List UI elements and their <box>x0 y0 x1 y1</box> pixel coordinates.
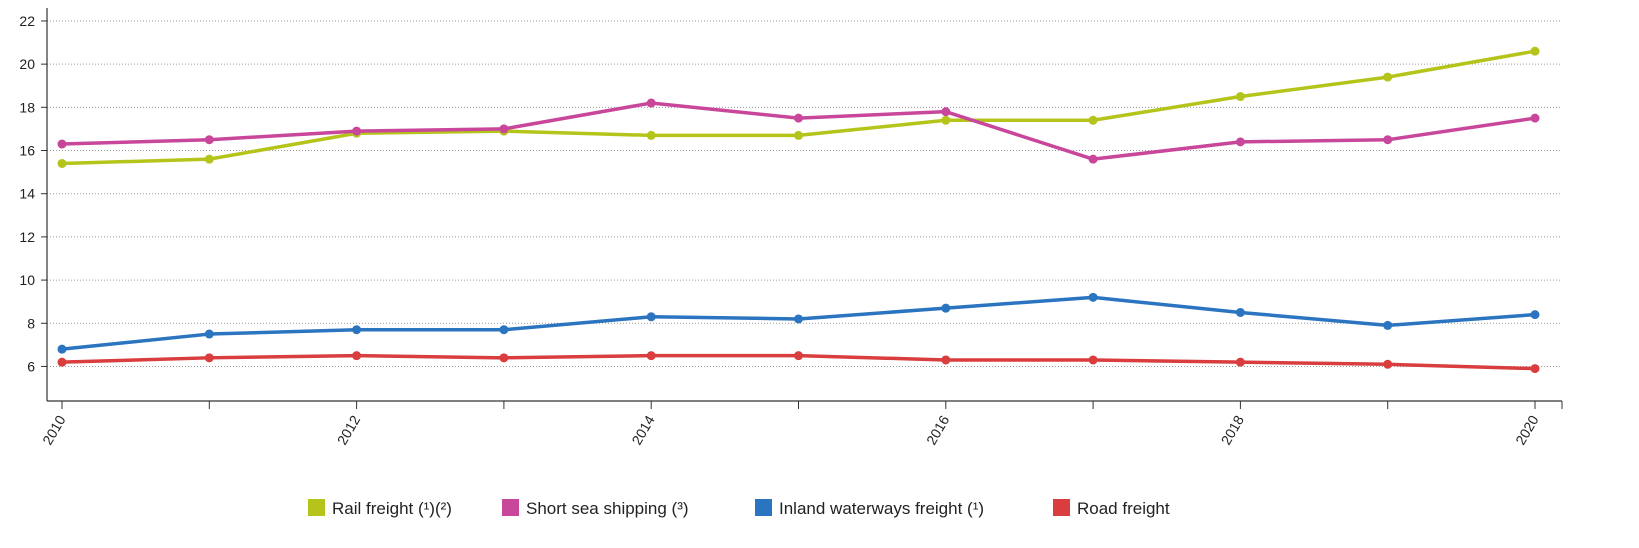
y-tick-label: 6 <box>27 358 35 374</box>
data-point[interactable] <box>646 351 656 361</box>
data-point[interactable] <box>1383 359 1393 369</box>
data-point[interactable] <box>794 351 803 361</box>
data-point[interactable] <box>352 351 362 361</box>
data-point[interactable] <box>204 135 214 145</box>
data-point[interactable] <box>1530 310 1540 320</box>
legend[interactable]: Rail freight (¹)(²) Short sea shipping (³… <box>308 499 1170 518</box>
data-point[interactable] <box>1383 135 1393 145</box>
gridlines <box>47 20 1562 367</box>
legend-swatch <box>1053 499 1070 516</box>
data-point[interactable] <box>1530 46 1540 56</box>
data-point[interactable] <box>794 314 803 324</box>
data-point[interactable] <box>941 303 951 313</box>
y-tick-label: 22 <box>19 13 35 29</box>
legend-item[interactable]: Rail freight (¹)(²) <box>308 499 452 518</box>
data-point[interactable] <box>941 355 951 365</box>
legend-label: Rail freight (¹)(²) <box>332 499 452 518</box>
y-tick-label: 16 <box>19 143 35 159</box>
x-tick-label: 2016 <box>923 412 953 447</box>
data-point[interactable] <box>1383 320 1393 330</box>
y-tick-label: 18 <box>19 99 35 115</box>
legend-item[interactable]: Inland waterways freight (¹) <box>755 499 984 518</box>
data-point[interactable] <box>57 344 67 354</box>
series-0 <box>57 46 1540 168</box>
y-tick-label: 8 <box>27 315 35 331</box>
data-point[interactable] <box>204 353 214 363</box>
y-tick-label: 12 <box>19 229 35 245</box>
legend-label: Short sea shipping (³) <box>526 499 689 518</box>
x-tick-label: 2012 <box>334 412 364 447</box>
legend-label: Road freight <box>1077 499 1170 518</box>
series-3 <box>57 351 1540 374</box>
data-point[interactable] <box>941 107 951 117</box>
axes: 6 8 10 12 14 16 18 20 22 2010 2012 2014 2016 2018 2020 <box>19 8 1563 447</box>
data-point[interactable] <box>204 154 214 164</box>
data-point[interactable] <box>1383 72 1393 82</box>
y-tick-label: 20 <box>19 56 35 72</box>
legend-item[interactable]: Road freight <box>1053 499 1170 518</box>
x-tick-label: 2010 <box>39 412 69 447</box>
x-tick-label: 2018 <box>1218 412 1248 447</box>
data-point[interactable] <box>1088 292 1098 302</box>
data-point[interactable] <box>499 124 509 134</box>
data-point[interactable] <box>646 98 656 108</box>
series-1 <box>57 98 1540 164</box>
x-tick-label: 2014 <box>628 412 658 447</box>
data-point[interactable] <box>1088 115 1098 125</box>
data-point[interactable] <box>1088 154 1098 164</box>
data-point[interactable] <box>1088 355 1098 365</box>
data-point[interactable] <box>1235 92 1245 102</box>
series-line[interactable] <box>60 49 1537 166</box>
legend-label: Inland waterways freight (¹) <box>779 499 984 518</box>
data-point[interactable] <box>352 325 362 335</box>
legend-item[interactable]: Short sea shipping (³) <box>502 499 689 518</box>
data-point[interactable] <box>646 130 656 140</box>
data-point[interactable] <box>57 357 67 367</box>
data-point[interactable] <box>352 126 362 136</box>
series-2 <box>57 292 1540 354</box>
data-point[interactable] <box>794 113 803 123</box>
y-tick-label: 10 <box>19 272 35 288</box>
data-point[interactable] <box>204 329 214 339</box>
series-group <box>57 46 1540 374</box>
data-point[interactable] <box>794 130 803 140</box>
data-point[interactable] <box>499 325 509 335</box>
data-point[interactable] <box>941 115 951 125</box>
data-point[interactable] <box>1235 357 1245 367</box>
legend-swatch <box>755 499 772 516</box>
data-point[interactable] <box>1235 137 1245 147</box>
data-point[interactable] <box>646 312 656 322</box>
legend-swatch <box>502 499 519 516</box>
legend-swatch <box>308 499 325 516</box>
x-tick-label: 2020 <box>1512 412 1542 447</box>
data-point[interactable] <box>57 158 67 168</box>
data-point[interactable] <box>1530 364 1540 374</box>
data-point[interactable] <box>1530 113 1540 123</box>
data-point[interactable] <box>499 353 509 363</box>
data-point[interactable] <box>57 139 67 149</box>
data-point[interactable] <box>1235 307 1245 317</box>
y-tick-label: 14 <box>19 186 35 202</box>
